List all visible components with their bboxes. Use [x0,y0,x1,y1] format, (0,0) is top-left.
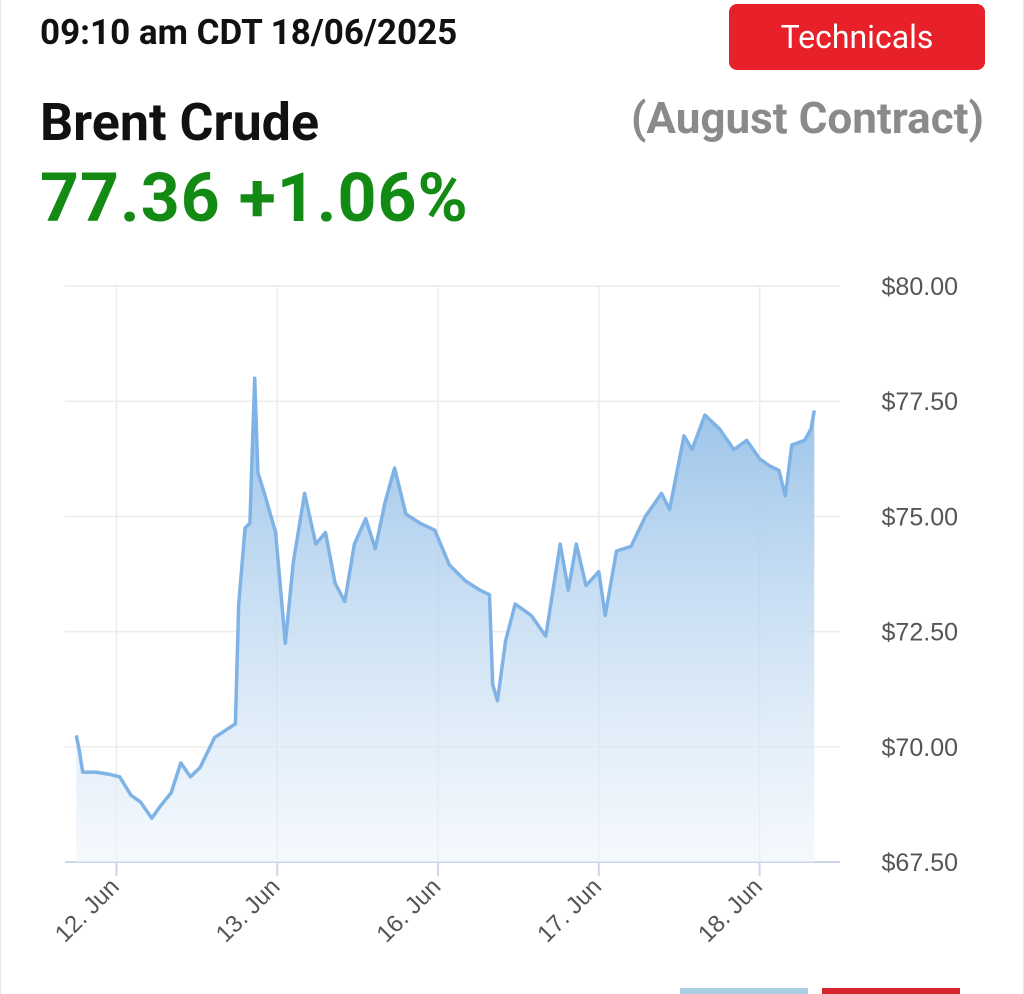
timestamp: 09:10 am CDT 18/06/2025 [40,12,458,53]
y-tick-label: $75.00 [882,503,958,531]
x-tick-label: 18. Jun [693,873,768,948]
x-tick-label: 16. Jun [372,873,447,948]
x-tick-label: 17. Jun [532,873,607,948]
technicals-button[interactable]: Technicals [729,4,985,70]
price: 77.36 [40,158,221,238]
quote: 77.36 +1.06% [40,158,469,238]
change: +1.06% [238,158,469,238]
y-tick-label: $70.00 [882,734,958,762]
y-tick-label: $80.00 [882,273,958,301]
y-tick-label: $72.50 [882,619,958,647]
area-fill [76,378,815,862]
y-tick-label: $67.50 [882,849,958,877]
x-tick-label: 12. Jun [50,873,125,948]
price-line [74,376,817,820]
instrument-name: Brent Crude [40,92,320,153]
footer-tab[interactable] [680,988,808,994]
footer-tab[interactable] [822,988,960,994]
x-tick-label: 13. Jun [211,873,286,948]
contract: (August Contract) [631,92,984,144]
y-tick-label: $77.50 [882,388,958,416]
